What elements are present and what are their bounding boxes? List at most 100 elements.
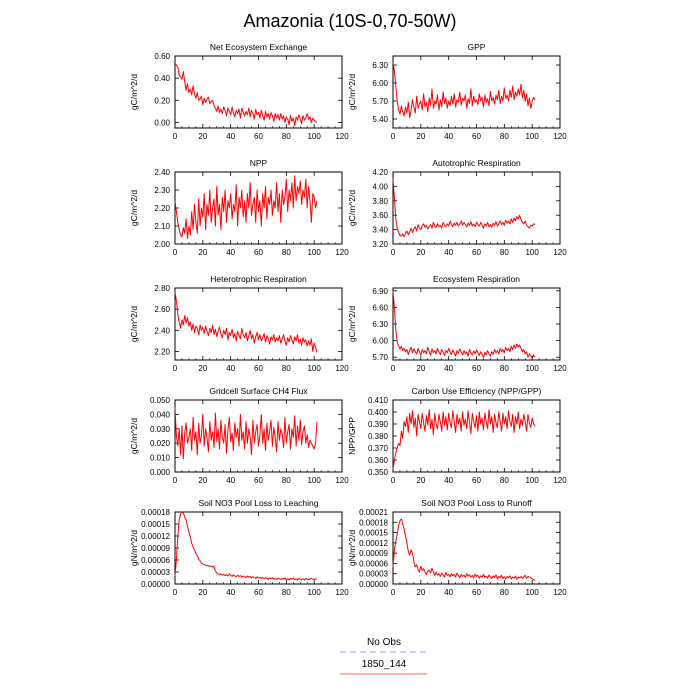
x-tick-label: 0 <box>391 588 396 597</box>
chart-panel: Heterotrophic Respiration gC/m^2/d 0 20 40 60… <box>129 274 349 373</box>
x-tick-label: 40 <box>226 248 235 257</box>
x-tick-label: 40 <box>444 364 453 373</box>
x-tick-label: 80 <box>500 364 509 373</box>
y-tick-label: 0.020 <box>150 439 171 448</box>
y-tick-label: 4.00 <box>372 182 388 191</box>
x-tick-label: 40 <box>444 476 453 485</box>
x-tick-label: 120 <box>553 476 567 485</box>
series-line-1850-144 <box>174 407 318 460</box>
y-tick-label: 6.60 <box>372 303 388 312</box>
x-tick-label: 100 <box>307 248 321 257</box>
x-tick-label: 40 <box>444 588 453 597</box>
x-tick-label: 20 <box>416 588 425 597</box>
x-tick-label: 100 <box>525 588 539 597</box>
y-tick-label: 2.20 <box>154 204 170 213</box>
y-axis-label: NPP/GPP <box>347 417 357 455</box>
x-tick-label: 80 <box>282 364 291 373</box>
y-tick-label: 6.30 <box>372 320 388 329</box>
y-tick-label: 0.040 <box>150 410 171 419</box>
x-tick-label: 0 <box>391 132 396 141</box>
x-tick-label: 120 <box>335 364 349 373</box>
x-tick-label: 120 <box>553 588 567 597</box>
x-tick-label: 120 <box>553 132 567 141</box>
y-tick-label: 0.390 <box>368 420 389 429</box>
y-tick-label: 0.60 <box>154 52 170 61</box>
plot-frame <box>174 287 343 361</box>
y-tick-label: 0.40 <box>154 74 170 83</box>
y-tick-label: 5.70 <box>372 97 388 106</box>
y-tick-label: 5.70 <box>372 353 388 362</box>
x-tick-label: 60 <box>472 132 481 141</box>
x-tick-label: 40 <box>226 588 235 597</box>
y-tick-label: 2.60 <box>154 305 170 314</box>
y-tick-label: 0.00021 <box>359 508 388 517</box>
x-tick-label: 100 <box>307 476 321 485</box>
x-tick-label: 60 <box>254 132 263 141</box>
x-tick-label: 60 <box>472 588 481 597</box>
x-tick-label: 20 <box>198 364 207 373</box>
chart-panel: Soil NO3 Pool Loss to Leaching gN/m^2/d 0 2… <box>129 498 349 597</box>
y-tick-label: 0.350 <box>368 468 389 477</box>
y-tick-label: 3.40 <box>372 226 388 235</box>
chart-title: NPP <box>250 158 268 168</box>
x-tick-label: 80 <box>500 132 509 141</box>
legend-label-1850-144: 1850_144 <box>362 659 407 670</box>
x-tick-label: 0 <box>391 476 396 485</box>
y-tick-label: 4.20 <box>372 168 388 177</box>
series-line-1850-144 <box>174 292 318 353</box>
x-tick-label: 80 <box>500 588 509 597</box>
x-tick-label: 120 <box>553 248 567 257</box>
x-tick-label: 60 <box>472 364 481 373</box>
y-tick-label: 0.20 <box>154 96 170 105</box>
x-tick-label: 120 <box>335 476 349 485</box>
y-tick-label: 6.00 <box>372 337 388 346</box>
plot-frame <box>174 55 343 129</box>
x-tick-label: 0 <box>391 248 396 257</box>
x-tick-label: 20 <box>198 248 207 257</box>
y-tick-label: 6.00 <box>372 79 388 88</box>
x-tick-label: 60 <box>254 476 263 485</box>
y-tick-label: 0.360 <box>368 456 389 465</box>
y-tick-label: 3.20 <box>372 240 388 249</box>
x-tick-label: 80 <box>500 476 509 485</box>
x-tick-label: 120 <box>553 364 567 373</box>
x-tick-label: 20 <box>198 476 207 485</box>
chart-panels: Net Ecosystem Exchange gC/m^2/d 0 20 40 60 80 1… <box>129 42 567 597</box>
plot-frame <box>392 55 561 129</box>
y-axis-label: gC/m^2/d <box>129 190 139 226</box>
chart-title: Soil NO3 Pool Loss to Runoff <box>421 498 532 508</box>
x-tick-label: 20 <box>416 476 425 485</box>
x-tick-label: 120 <box>335 248 349 257</box>
y-tick-label: 0.00012 <box>141 532 170 541</box>
x-tick-label: 80 <box>282 132 291 141</box>
y-tick-label: 2.30 <box>154 186 170 195</box>
chart-title: GPP <box>468 42 486 52</box>
y-tick-label: 2.40 <box>154 326 170 335</box>
x-tick-label: 120 <box>335 588 349 597</box>
x-tick-label: 120 <box>335 132 349 141</box>
y-tick-label: 0.00000 <box>141 580 170 589</box>
x-tick-label: 40 <box>226 132 235 141</box>
series-line-1850-144 <box>392 61 536 119</box>
y-tick-label: 0.00006 <box>141 556 170 565</box>
legend-label-no-obs: No Obs <box>367 637 401 648</box>
chart-panel: Net Ecosystem Exchange gC/m^2/d 0 20 40 60 80 1… <box>129 42 349 141</box>
x-tick-label: 0 <box>173 476 178 485</box>
x-tick-label: 20 <box>416 132 425 141</box>
series-line-1850-144 <box>392 179 536 238</box>
y-tick-label: 0.00015 <box>141 520 170 529</box>
y-tick-label: 2.40 <box>154 168 170 177</box>
y-axis-label: gC/m^2/d <box>347 190 357 226</box>
y-axis-label: gN/m^2/d <box>129 530 139 566</box>
x-tick-label: 20 <box>416 248 425 257</box>
chart-title: Net Ecosystem Exchange <box>210 42 308 52</box>
x-tick-label: 40 <box>444 132 453 141</box>
y-tick-label: 0.00003 <box>359 570 388 579</box>
series-line-1850-144 <box>392 518 536 581</box>
chart-panel: Carbon Use Efficiency (NPP/GPP) NPP/GPP 0 2… <box>347 386 567 485</box>
y-tick-label: 0.00009 <box>359 549 388 558</box>
series-line-1850-144 <box>174 63 318 127</box>
y-tick-label: 0.00006 <box>359 559 388 568</box>
y-tick-label: 0.00003 <box>141 568 170 577</box>
